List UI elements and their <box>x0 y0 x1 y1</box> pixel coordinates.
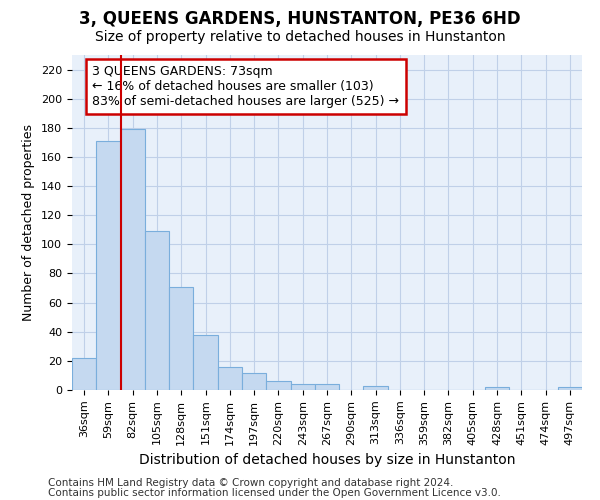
Bar <box>193 334 218 390</box>
Text: 3 QUEENS GARDENS: 73sqm
← 16% of detached houses are smaller (103)
83% of semi-d: 3 QUEENS GARDENS: 73sqm ← 16% of detache… <box>92 65 400 108</box>
Bar <box>218 366 242 390</box>
Text: Contains HM Land Registry data © Crown copyright and database right 2024.: Contains HM Land Registry data © Crown c… <box>48 478 454 488</box>
Bar <box>266 382 290 390</box>
Bar <box>121 130 145 390</box>
Bar <box>145 231 169 390</box>
Text: Size of property relative to detached houses in Hunstanton: Size of property relative to detached ho… <box>95 30 505 44</box>
Bar <box>364 386 388 390</box>
Bar <box>96 141 121 390</box>
Y-axis label: Number of detached properties: Number of detached properties <box>22 124 35 321</box>
Bar <box>290 384 315 390</box>
Bar <box>558 387 582 390</box>
X-axis label: Distribution of detached houses by size in Hunstanton: Distribution of detached houses by size … <box>139 453 515 467</box>
Bar <box>315 384 339 390</box>
Bar <box>242 372 266 390</box>
Bar <box>485 387 509 390</box>
Text: Contains public sector information licensed under the Open Government Licence v3: Contains public sector information licen… <box>48 488 501 498</box>
Text: 3, QUEENS GARDENS, HUNSTANTON, PE36 6HD: 3, QUEENS GARDENS, HUNSTANTON, PE36 6HD <box>79 10 521 28</box>
Bar <box>72 358 96 390</box>
Bar <box>169 286 193 390</box>
